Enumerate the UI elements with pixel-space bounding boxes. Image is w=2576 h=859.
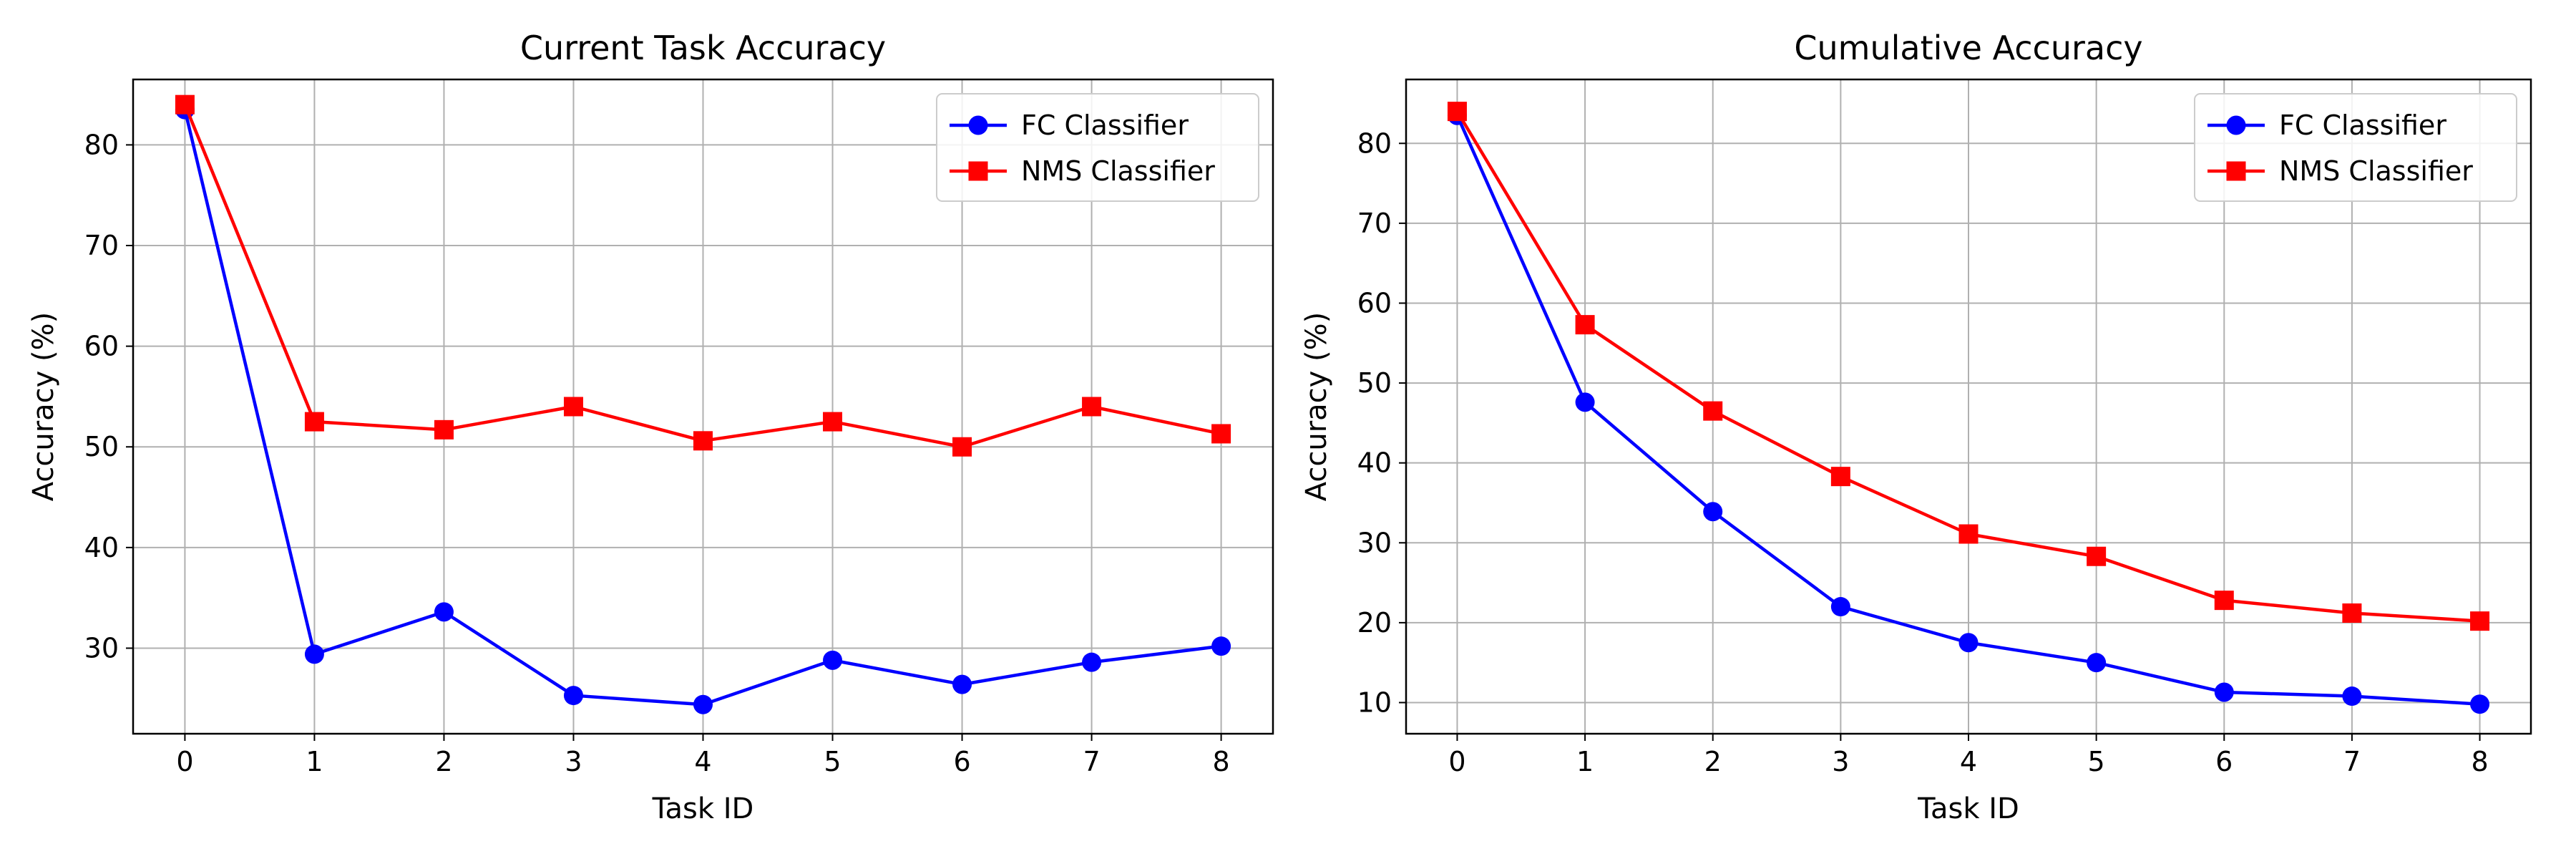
chart-title: Current Task Accuracy <box>520 29 886 67</box>
data-point <box>823 650 843 670</box>
data-point <box>1703 502 1723 522</box>
legend-label: NMS Classifier <box>2279 155 2473 187</box>
data-point <box>1211 424 1231 444</box>
series-nms-classifier <box>175 94 1231 457</box>
data-point <box>2087 546 2107 566</box>
x-tick-label: 3 <box>565 746 582 777</box>
y-tick-label: 60 <box>1357 287 1392 319</box>
data-point <box>1703 401 1723 421</box>
x-tick-label: 5 <box>2088 746 2105 777</box>
data-point <box>563 686 583 706</box>
data-point <box>2470 694 2490 714</box>
legend-swatch-marker <box>968 161 988 181</box>
x-tick-label: 8 <box>2471 746 2488 777</box>
y-axis-label: Accuracy (%) <box>27 312 60 502</box>
data-point <box>823 412 843 432</box>
legend-swatch-marker <box>968 115 988 135</box>
data-point <box>952 437 972 457</box>
data-point <box>2214 682 2234 702</box>
y-tick-label: 70 <box>84 230 119 261</box>
y-tick-label: 10 <box>1357 686 1392 718</box>
data-point <box>175 94 195 115</box>
data-point <box>2342 686 2362 707</box>
x-tick-label: 7 <box>1083 746 1100 777</box>
x-tick-label: 8 <box>1212 746 1229 777</box>
legend-swatch-marker <box>2226 161 2246 181</box>
data-point <box>2214 591 2234 611</box>
x-tick-label: 1 <box>1576 746 1594 777</box>
data-point <box>1958 633 1979 653</box>
x-tick-label: 3 <box>1832 746 1849 777</box>
x-axis-label: Task ID <box>652 792 754 825</box>
chart-title: Cumulative Accuracy <box>1794 29 2142 67</box>
y-tick-label: 50 <box>84 431 119 462</box>
y-tick-label: 70 <box>1357 208 1392 239</box>
data-point <box>2342 603 2362 623</box>
x-tick-label: 1 <box>306 746 323 777</box>
y-axis-label: Accuracy (%) <box>1300 312 1333 502</box>
y-tick-label: 40 <box>84 532 119 563</box>
data-point <box>2470 611 2490 631</box>
x-tick-label: 5 <box>824 746 841 777</box>
data-point <box>434 419 454 440</box>
x-tick-label: 4 <box>1960 746 1977 777</box>
data-point <box>693 431 713 451</box>
x-tick-label: 7 <box>2343 746 2361 777</box>
chart-cumulative-accuracy: 0 1 2 3 4 5 6 7 8 10 20 30 40 50 60 70 80 Cumulative Accu… <box>1300 29 2532 825</box>
data-point <box>1082 397 1102 417</box>
y-tick-label: 50 <box>1357 367 1392 399</box>
series-nms-classifier <box>1447 102 2490 631</box>
x-tick-label: 2 <box>435 746 452 777</box>
y-tick-label: 30 <box>1357 527 1392 558</box>
plot-frame <box>1405 78 2532 735</box>
legend: FC Classifier NMS Classifier <box>936 93 1259 202</box>
x-axis-label: Task ID <box>1917 792 2019 825</box>
data-point <box>1830 597 1850 617</box>
data-point <box>1575 392 1595 412</box>
y-tick-label: 80 <box>1357 127 1392 159</box>
data-point <box>304 644 324 664</box>
series-fc-classifier <box>1447 105 2490 714</box>
data-point <box>1575 315 1595 335</box>
data-point <box>693 694 713 714</box>
y-tick-label: 40 <box>1357 447 1392 479</box>
legend-label: FC Classifier <box>1021 110 1189 141</box>
legend-swatch-marker <box>2226 115 2246 135</box>
data-point <box>1830 467 1850 487</box>
grid <box>133 79 1273 734</box>
data-point <box>2087 653 2107 673</box>
y-tick-label: 80 <box>84 129 119 160</box>
data-point <box>304 412 324 432</box>
legend-box <box>936 93 1259 202</box>
x-tick-label: 2 <box>1704 746 1722 777</box>
y-tick-label: 60 <box>84 331 119 362</box>
y-tick-label: 20 <box>1357 607 1392 639</box>
data-point <box>1447 102 1467 122</box>
y-tick-label: 30 <box>84 632 119 664</box>
data-point <box>1958 524 1979 544</box>
series-fc-classifier <box>175 100 1231 714</box>
data-point <box>1082 652 1102 672</box>
plot-frame <box>132 78 1274 735</box>
data-point <box>434 602 454 622</box>
x-tick-label: 6 <box>2215 746 2233 777</box>
data-point <box>952 674 972 694</box>
data-point <box>563 397 583 417</box>
legend: FC Classifier NMS Classifier <box>2194 93 2517 202</box>
data-point <box>1211 636 1231 656</box>
chart-current-task-accuracy: 0 1 2 3 4 5 6 7 8 30 40 50 60 70 80 Current Task Accura… <box>27 29 1274 825</box>
x-tick-label: 0 <box>1448 746 1465 777</box>
x-tick-label: 0 <box>176 746 193 777</box>
x-tick-label: 6 <box>953 746 970 777</box>
legend-label: NMS Classifier <box>1021 155 1215 187</box>
legend-label: FC Classifier <box>2279 110 2446 141</box>
x-tick-label: 4 <box>694 746 711 777</box>
legend-box <box>2194 93 2517 202</box>
